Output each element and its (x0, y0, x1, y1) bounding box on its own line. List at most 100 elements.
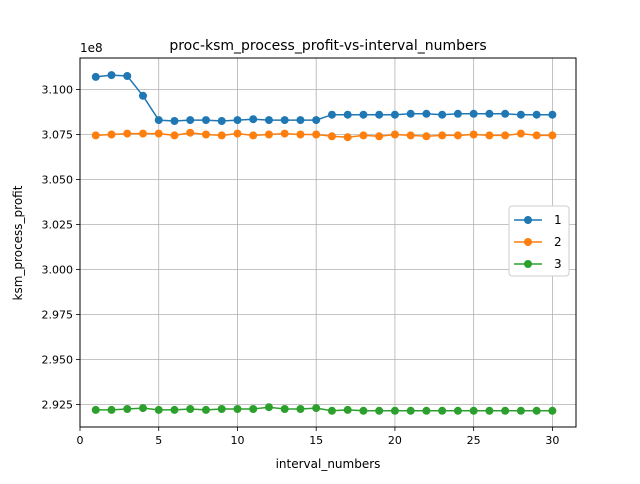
data-point (233, 129, 242, 138)
data-point (91, 72, 100, 81)
data-point (249, 131, 258, 140)
data-point (343, 110, 352, 119)
data-point (91, 405, 100, 414)
y-axis-label: ksm_process_profit (11, 185, 25, 300)
data-point (438, 131, 447, 140)
data-point (264, 116, 273, 125)
x-tick-label: 15 (309, 434, 323, 447)
data-point (280, 116, 289, 125)
data-point (516, 110, 525, 119)
y-tick-label: 3.025 (42, 219, 74, 232)
data-point (201, 116, 210, 125)
data-point (264, 130, 273, 139)
data-point (343, 405, 352, 414)
data-point (406, 109, 415, 118)
data-point (186, 116, 195, 125)
data-point (406, 131, 415, 140)
data-point (296, 130, 305, 139)
data-point (375, 406, 384, 415)
data-point (107, 130, 116, 139)
data-point (138, 404, 147, 413)
data-point (532, 131, 541, 140)
data-point (485, 109, 494, 118)
data-point (453, 131, 462, 140)
chart-title: proc-ksm_process_profit-vs-interval_numb… (169, 38, 486, 54)
data-point (123, 129, 132, 138)
data-point (516, 406, 525, 415)
data-point (296, 405, 305, 413)
data-point (501, 109, 510, 118)
data-point (516, 129, 525, 138)
x-tick-label: 30 (545, 434, 559, 447)
x-tick-label: 20 (388, 434, 402, 447)
data-point (485, 131, 494, 140)
data-point (154, 129, 163, 138)
data-point (469, 109, 478, 118)
data-point (264, 403, 273, 412)
data-point (532, 110, 541, 119)
data-point (438, 110, 447, 119)
data-point (91, 131, 100, 140)
data-point (312, 130, 321, 139)
data-point (548, 110, 557, 119)
series-layer (91, 71, 557, 415)
y-tick-label: 3.100 (42, 84, 74, 97)
legend-marker (524, 216, 532, 224)
data-point (107, 405, 116, 414)
data-point (154, 405, 163, 414)
data-point (548, 406, 557, 415)
x-axis: 0 5 10 15 20 25 30 (77, 427, 559, 447)
series-1 (91, 71, 557, 125)
legend-marker (524, 238, 532, 246)
data-point (390, 406, 399, 415)
data-point (548, 131, 557, 140)
data-point (453, 406, 462, 415)
data-point (359, 110, 368, 119)
data-point (249, 405, 258, 413)
data-point (312, 404, 321, 413)
data-point (343, 133, 352, 142)
data-point (138, 91, 147, 100)
data-point (107, 71, 116, 80)
data-point (123, 405, 132, 413)
data-point (501, 131, 510, 140)
data-point (422, 406, 431, 415)
data-point (390, 110, 399, 119)
series-3 (91, 403, 557, 415)
data-point (280, 129, 289, 138)
data-point (233, 116, 242, 125)
legend-box (508, 205, 570, 277)
legend-label: 1 (554, 213, 562, 227)
series-2 (91, 128, 557, 142)
x-tick-label: 10 (230, 434, 244, 447)
data-point (406, 406, 415, 415)
y-tick-label: 2.975 (42, 309, 74, 322)
data-point (233, 405, 242, 413)
data-point (532, 406, 541, 415)
x-tick-label: 25 (467, 434, 481, 447)
legend-label: 3 (554, 257, 562, 271)
data-point (123, 72, 132, 80)
legend-label: 2 (554, 235, 562, 249)
data-point (359, 406, 368, 415)
data-point (186, 128, 195, 137)
data-point (375, 132, 384, 141)
data-point (327, 132, 336, 141)
data-point (217, 117, 226, 125)
data-point (469, 130, 478, 139)
data-point (485, 406, 494, 415)
data-point (170, 131, 179, 140)
data-point (422, 109, 431, 118)
y-axis: 2.925 2.950 2.975 3.000 3.025 3.050 3.075 3.100 (42, 84, 80, 412)
data-point (154, 116, 163, 125)
y-offset-label: 1e8 (80, 41, 103, 55)
y-tick-label: 2.925 (42, 399, 74, 412)
x-tick-label: 0 (77, 434, 84, 447)
y-tick-label: 2.950 (42, 354, 74, 367)
y-tick-label: 3.000 (42, 264, 74, 277)
data-point (501, 406, 510, 415)
data-point (390, 130, 399, 139)
plot-frame (79, 57, 577, 428)
data-point (375, 110, 384, 119)
data-point (217, 405, 226, 413)
